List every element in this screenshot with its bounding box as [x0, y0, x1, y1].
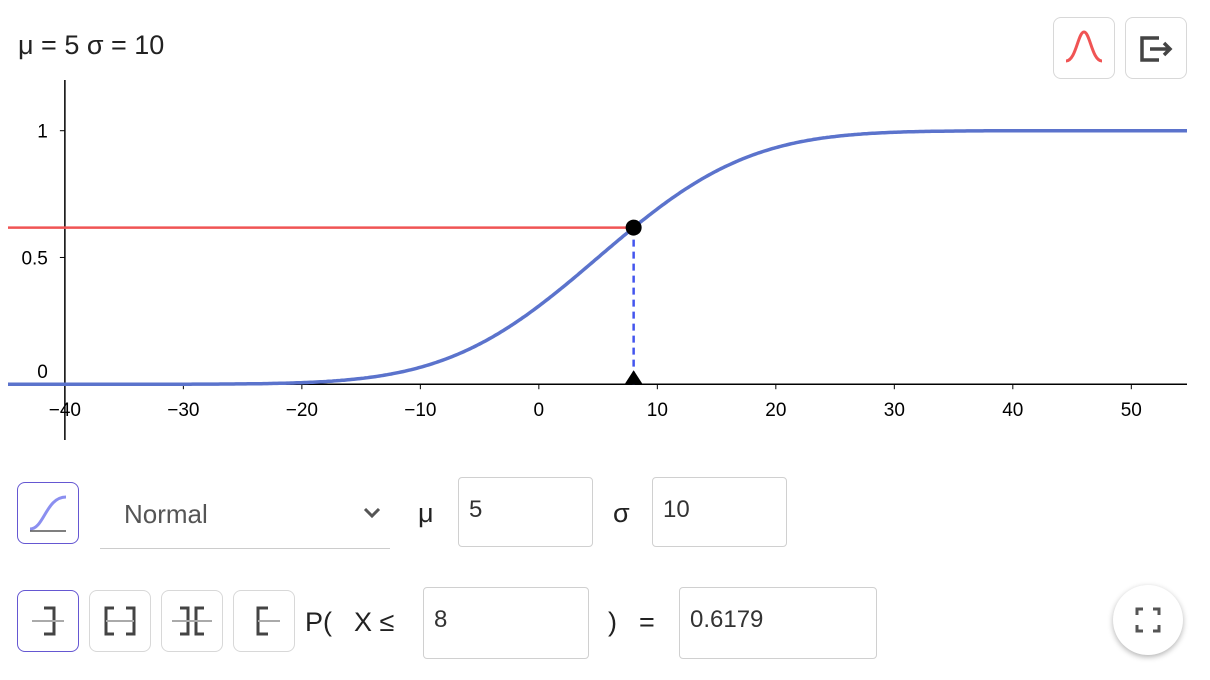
interval-icon — [104, 606, 136, 636]
x-tick-label: 0 — [534, 400, 545, 421]
param-label: σ — [613, 498, 630, 528]
right-sided-button[interactable] — [233, 590, 295, 652]
left-sided-button[interactable] — [17, 590, 79, 652]
x-tick-label: 40 — [1002, 400, 1023, 421]
probability-result[interactable]: 0.6179 — [679, 587, 877, 659]
cdf-icon — [29, 495, 67, 532]
fullscreen-icon — [1135, 607, 1161, 633]
cumulative-toggle[interactable] — [17, 482, 79, 544]
x-tick-label: −20 — [286, 400, 318, 421]
chevron — [363, 507, 381, 519]
distribution-dropdown[interactable]: Normal — [100, 480, 390, 549]
interval-button[interactable] — [89, 590, 151, 652]
probability-point — [625, 219, 642, 236]
y-tick-label: 0 — [37, 362, 48, 383]
x-tick-label: −40 — [49, 400, 81, 421]
variable-label: X ≤ — [354, 607, 395, 637]
export-button[interactable] — [1125, 17, 1187, 79]
two-tailed-button[interactable] — [161, 590, 223, 652]
x-input[interactable]: 8 — [423, 587, 589, 659]
pdf-icon — [1065, 30, 1103, 63]
y-tick-label: 1 — [37, 122, 48, 143]
cdf-curve — [8, 128, 1187, 386]
probability-prefix: P( — [305, 607, 332, 637]
param-label: μ — [418, 498, 434, 528]
x-tick-label: 10 — [647, 400, 668, 421]
x-marker — [624, 370, 643, 385]
x-tick-label: −10 — [404, 400, 436, 421]
x-tick-label: −30 — [167, 400, 199, 421]
sigma-input[interactable]: 10 — [652, 477, 787, 547]
distribution-name: Normal — [124, 499, 208, 529]
equals: = — [639, 607, 655, 637]
title: μ = 5 σ = 10 — [18, 30, 165, 60]
two-tailed-icon — [172, 606, 212, 636]
y-tick-label: 0.5 — [21, 248, 47, 269]
x-tick-label: 20 — [765, 400, 786, 421]
mu-input[interactable]: 5 — [458, 477, 593, 547]
x-tick-label: 50 — [1121, 400, 1142, 421]
right-icon — [256, 606, 280, 636]
fullscreen-button[interactable] — [1113, 585, 1183, 655]
x-tick-label: 30 — [884, 400, 905, 421]
left-icon — [32, 606, 64, 636]
export-icon — [1140, 36, 1173, 62]
close-paren: ) — [608, 607, 617, 637]
toggle-pdf-button[interactable] — [1053, 17, 1115, 79]
plot: −40 −30 −20 −10 0 10 20 30 40 50 0 0.5 1 — [8, 80, 1187, 440]
